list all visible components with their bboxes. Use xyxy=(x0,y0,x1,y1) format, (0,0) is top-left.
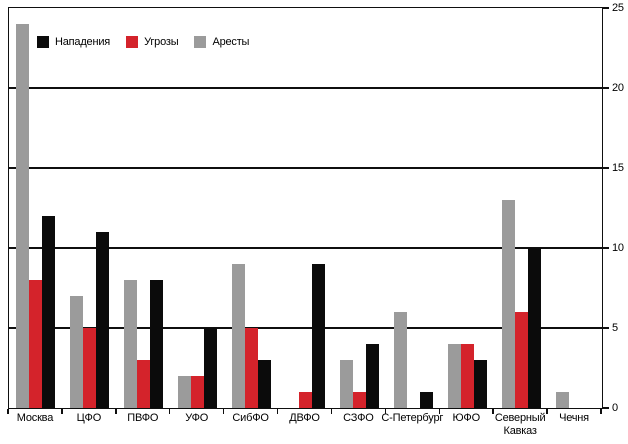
legend-swatch-icon xyxy=(194,36,207,48)
x-axis-tick xyxy=(384,408,387,414)
x-axis-tick xyxy=(168,408,171,414)
y-axis-tick xyxy=(602,407,609,409)
x-axis-label: УФО xyxy=(185,412,209,424)
legend-label: Нападения xyxy=(55,36,111,48)
x-axis-label: ЦФО xyxy=(76,412,102,424)
bar-Аресты-С-Петербург xyxy=(393,312,407,408)
legend-swatch-icon xyxy=(37,36,49,48)
y-axis-label: 10 xyxy=(612,242,624,254)
legend: Нападения Угрозы Аресты xyxy=(37,36,249,48)
legend-item-Угрозы: Угрозы xyxy=(126,36,179,48)
x-axis-tick xyxy=(546,408,548,414)
x-axis-tick xyxy=(61,408,63,414)
x-axis-tick xyxy=(276,408,279,414)
x-axis-tick xyxy=(7,408,9,414)
bar-Нападения-Москва xyxy=(42,216,56,408)
bar-Аресты-СибФО xyxy=(232,264,246,408)
bar-Аресты-ЦФО xyxy=(70,296,84,408)
y-axis-tick xyxy=(602,87,609,89)
y-axis-tick xyxy=(602,247,609,249)
bar-Нападения-ЦФО xyxy=(96,232,110,408)
bar-Нападения-ЮФО xyxy=(473,360,487,408)
bar-Нападения-Северный Кавказ xyxy=(527,248,541,408)
bar-Угрозы-ДВФО xyxy=(299,392,312,408)
gridline-5 xyxy=(9,327,602,329)
y-axis-label: 15 xyxy=(612,162,624,174)
x-axis-label: Москва xyxy=(16,412,54,424)
legend-item-Аресты: Аресты xyxy=(194,36,249,48)
y-axis-tick xyxy=(602,167,609,169)
plot-area: Нападения Угрозы Аресты xyxy=(8,7,603,409)
x-axis-label: С-Петербург xyxy=(381,412,444,424)
gridline-10 xyxy=(9,247,602,249)
bar-Угрозы-ЦФО xyxy=(83,328,97,408)
x-axis-label: ЮФО xyxy=(452,412,481,424)
x-axis-label: ДВФО xyxy=(289,412,320,424)
legend-swatch-icon xyxy=(126,36,139,48)
bar-Аресты-УФО xyxy=(178,376,192,408)
y-axis-label: 5 xyxy=(612,322,618,334)
legend-item-Нападения: Нападения xyxy=(37,36,110,48)
bar-Угрозы-ПВФО xyxy=(137,360,151,408)
bar-Угрозы-СибФО xyxy=(245,328,259,408)
y-axis-label: 0 xyxy=(612,402,618,414)
legend-label: Угрозы xyxy=(144,36,179,48)
bar-Аресты-Чечня xyxy=(555,392,569,408)
gridline-15 xyxy=(9,167,602,169)
x-axis-tick xyxy=(600,408,602,414)
x-axis-tick xyxy=(222,408,225,414)
legend-label: Аресты xyxy=(212,36,250,48)
bar-Нападения-ПВФО xyxy=(150,280,164,408)
bar-Аресты-Северный Кавказ xyxy=(501,200,515,408)
y-axis-label: 25 xyxy=(612,2,624,14)
bar-Угрозы-ЮФО xyxy=(460,344,474,408)
x-axis-label: СибФО xyxy=(232,412,269,424)
y-axis-tick xyxy=(602,327,609,329)
bar-Угрозы-СЗФО xyxy=(352,392,366,408)
gridline-20 xyxy=(9,87,602,89)
bar-Аресты-ПВФО xyxy=(124,280,138,408)
bar-Угрозы-Москва xyxy=(29,280,43,408)
x-axis-label: Северный Кавказ xyxy=(494,412,546,437)
bar-Нападения-С-Петербург xyxy=(419,392,433,408)
x-axis-tick xyxy=(492,408,494,414)
x-axis-label: СЗФО xyxy=(343,412,374,424)
bar-Аресты-СЗФО xyxy=(339,360,353,408)
x-axis-tick xyxy=(438,408,441,414)
x-axis-tick xyxy=(115,408,117,414)
x-axis-label: Чечня xyxy=(559,412,589,424)
bar-Нападения-СибФО xyxy=(258,360,272,408)
bar-Нападения-СЗФО xyxy=(365,344,379,408)
bar-Нападения-ДВФО xyxy=(312,264,325,408)
x-axis-tick xyxy=(330,408,333,414)
bar-Угрозы-УФО xyxy=(191,376,205,408)
bar-Аресты-Москва xyxy=(16,24,30,408)
bar-Угрозы-Северный Кавказ xyxy=(514,312,528,408)
x-axis-label: ПВФО xyxy=(127,412,159,424)
bar-Нападения-УФО xyxy=(204,328,218,408)
y-axis-label: 20 xyxy=(612,82,624,94)
bar-Аресты-ЮФО xyxy=(447,344,461,408)
y-axis-tick xyxy=(602,7,609,9)
